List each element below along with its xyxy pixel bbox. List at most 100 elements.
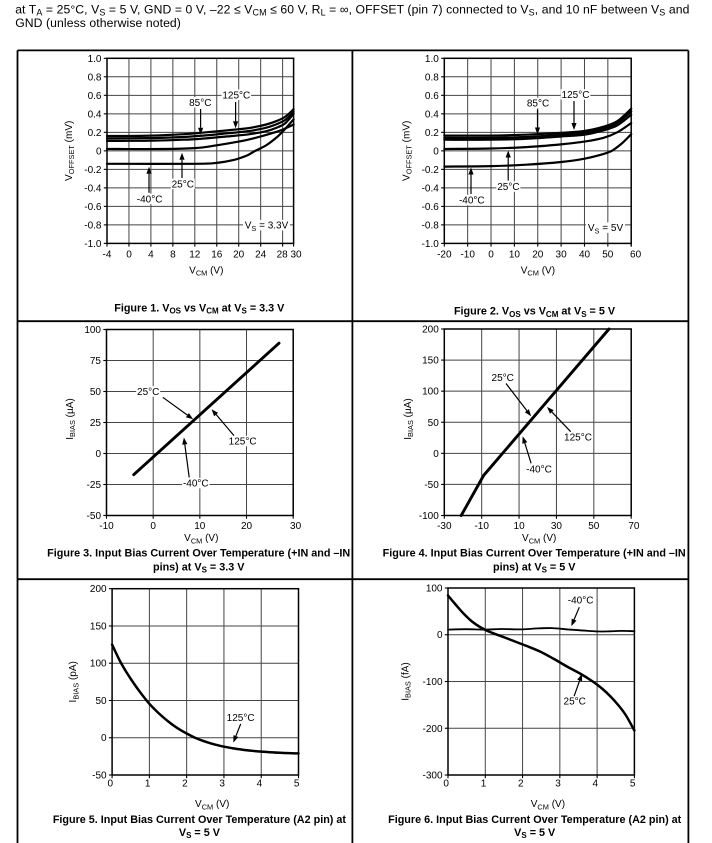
svg-text:-40°C: -40°C [526, 465, 552, 476]
svg-text:1.0: 1.0 [88, 54, 102, 65]
svg-text:8: 8 [170, 250, 176, 261]
svg-text:30: 30 [290, 250, 302, 261]
svg-text:-100: -100 [422, 677, 442, 688]
svg-text:-300: -300 [422, 771, 442, 782]
svg-text:0: 0 [150, 521, 156, 532]
svg-text:VOFFSET​ (mV): VOFFSET​ (mV) [401, 121, 413, 181]
svg-text:125°C: 125°C [227, 713, 255, 724]
svg-text:Figure 1. VOS​ vs VCM​ at VS​: Figure 1. VOS​ vs VCM​ at VS​ = 3.3 V [114, 302, 285, 315]
svg-text:VCM​ (V): VCM​ (V) [531, 799, 565, 811]
svg-text:0.6: 0.6 [425, 91, 439, 102]
svg-text:Figure 6. Input Bias Current O: Figure 6. Input Bias Current Over Temper… [388, 814, 682, 826]
svg-text:-10: -10 [460, 250, 475, 261]
svg-text:VS​ = 3.3V: VS​ = 3.3V [245, 221, 289, 233]
svg-text:150: 150 [90, 622, 107, 633]
svg-text:5: 5 [630, 779, 636, 790]
svg-text:25°C: 25°C [564, 697, 586, 708]
svg-text:125°C: 125°C [222, 90, 250, 101]
svg-text:0.2: 0.2 [88, 128, 102, 139]
svg-text:VCM​ (V): VCM​ (V) [195, 799, 229, 811]
svg-text:-40°C: -40°C [183, 479, 209, 490]
svg-text:-50: -50 [92, 771, 107, 782]
svg-text:50: 50 [602, 250, 614, 261]
svg-text:25°C: 25°C [497, 182, 519, 193]
svg-text:0: 0 [126, 250, 132, 261]
svg-text:16: 16 [211, 250, 223, 261]
svg-text:VS​ = 5V: VS​ = 5V [588, 223, 624, 235]
svg-text:4: 4 [593, 779, 599, 790]
svg-text:0: 0 [96, 146, 102, 157]
svg-text:100: 100 [426, 584, 443, 595]
svg-text:VS​ = 5 V: VS​ = 5 V [514, 827, 556, 840]
svg-text:10: 10 [194, 521, 206, 532]
svg-text:-40°C: -40°C [459, 196, 485, 207]
svg-text:50: 50 [95, 696, 107, 707]
svg-text:1: 1 [481, 779, 487, 790]
svg-text:0: 0 [437, 630, 443, 641]
svg-text:IBIAS​ (pA): IBIAS​ (pA) [68, 661, 80, 702]
svg-text:75: 75 [90, 356, 102, 367]
svg-text:-40°C: -40°C [568, 595, 594, 606]
svg-text:VCM​ (V): VCM​ (V) [184, 533, 218, 545]
svg-text:-10: -10 [99, 521, 114, 532]
svg-text:-0.4: -0.4 [422, 183, 440, 194]
svg-text:1: 1 [145, 779, 151, 790]
svg-text:-0.6: -0.6 [422, 202, 440, 213]
svg-text:100: 100 [422, 387, 439, 398]
svg-text:1.0: 1.0 [425, 54, 439, 65]
svg-text:2: 2 [182, 779, 188, 790]
svg-text:0.2: 0.2 [425, 128, 439, 139]
svg-text:-30: -30 [437, 521, 452, 532]
svg-text:30: 30 [556, 250, 568, 261]
svg-text:3: 3 [555, 779, 561, 790]
svg-text:-25: -25 [87, 480, 102, 491]
svg-text:Figure 4. Input Bias Current O: Figure 4. Input Bias Current Over Temper… [383, 547, 686, 559]
svg-text:125°C: 125°C [564, 433, 592, 444]
svg-text:pins) at VS​ = 3.3 V: pins) at VS​ = 3.3 V [153, 561, 245, 574]
svg-text:IBIAS​ (µA): IBIAS​ (µA) [403, 398, 415, 440]
svg-text:20: 20 [233, 250, 245, 261]
svg-text:85°C: 85°C [527, 99, 549, 110]
svg-text:50: 50 [90, 387, 102, 398]
svg-text:70: 70 [628, 521, 640, 532]
svg-text:-0.6: -0.6 [84, 202, 102, 213]
svg-text:-0.8: -0.8 [422, 220, 440, 231]
svg-text:50: 50 [428, 418, 440, 429]
svg-text:85°C: 85°C [189, 98, 211, 109]
svg-text:VCM​ (V): VCM​ (V) [521, 265, 555, 277]
svg-text:5: 5 [294, 779, 300, 790]
svg-text:25°C: 25°C [172, 179, 194, 190]
svg-text:0.4: 0.4 [88, 109, 102, 120]
svg-text:0.6: 0.6 [88, 91, 102, 102]
svg-text:3: 3 [219, 779, 225, 790]
svg-text:VOFFSET​ (mV): VOFFSET​ (mV) [64, 121, 76, 181]
svg-text:-4: -4 [103, 250, 112, 261]
svg-text:-10: -10 [474, 521, 489, 532]
svg-text:-0.2: -0.2 [422, 165, 440, 176]
svg-text:-0.2: -0.2 [84, 165, 102, 176]
svg-text:Figure 2. VOS​ vs VCM​ at VS​: Figure 2. VOS​ vs VCM​ at VS​ = 5 V [454, 306, 616, 319]
svg-text:-40°C: -40°C [137, 194, 163, 205]
svg-text:VS​ = 5 V: VS​ = 5 V [179, 827, 221, 840]
svg-text:IBIAS​ (µA): IBIAS​ (µA) [65, 398, 77, 440]
svg-text:0.8: 0.8 [425, 72, 439, 83]
svg-text:-100: -100 [419, 511, 439, 522]
svg-text:25°C: 25°C [137, 387, 159, 398]
svg-text:25: 25 [90, 418, 102, 429]
svg-text:12: 12 [189, 250, 201, 261]
svg-text:4: 4 [148, 250, 154, 261]
svg-text:200: 200 [90, 584, 107, 595]
svg-text:40: 40 [579, 250, 591, 261]
svg-text:0.8: 0.8 [88, 72, 102, 83]
svg-text:24: 24 [255, 250, 267, 261]
svg-text:-0.8: -0.8 [84, 220, 102, 231]
svg-text:125°C: 125°C [229, 437, 257, 448]
svg-text:GND (unless otherwise noted): GND (unless otherwise noted) [15, 16, 181, 30]
svg-text:0.4: 0.4 [425, 109, 439, 120]
svg-text:-20: -20 [437, 250, 452, 261]
svg-text:50: 50 [588, 521, 600, 532]
svg-text:25°C: 25°C [492, 373, 514, 384]
svg-text:0: 0 [433, 449, 439, 460]
svg-text:-1.0: -1.0 [422, 239, 440, 250]
svg-text:-1.0: -1.0 [84, 239, 102, 250]
